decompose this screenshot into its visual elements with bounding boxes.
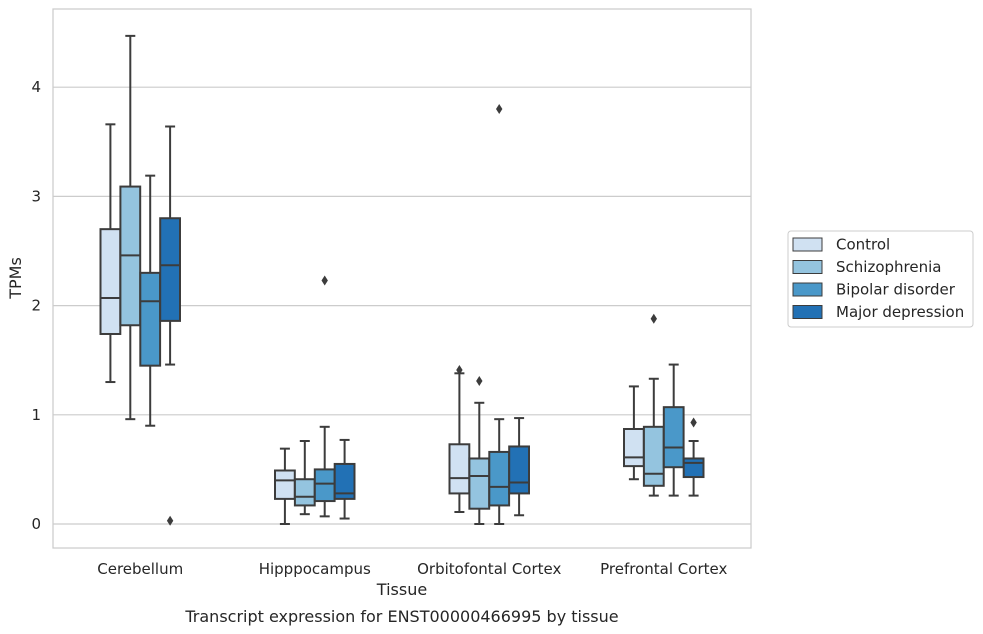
plot-frame xyxy=(52,8,752,549)
box xyxy=(642,425,665,487)
x-tick-label: Prefrontal Cortex xyxy=(600,560,727,578)
box xyxy=(313,468,336,503)
box-group xyxy=(642,313,665,497)
box xyxy=(139,271,162,367)
x-axis-label: Tissue xyxy=(376,580,427,599)
legend-label: Control xyxy=(836,236,890,254)
box xyxy=(448,443,471,495)
box xyxy=(508,445,531,495)
y-tick-label: 0 xyxy=(31,515,41,533)
box-group xyxy=(333,438,356,520)
box xyxy=(488,450,511,507)
box xyxy=(333,462,356,500)
box-group xyxy=(274,447,296,525)
y-tick-label: 3 xyxy=(31,187,41,205)
axes: 0 1 2 3 4 Cerebellum Hipppocampus Orbitofontal … xyxy=(31,78,727,578)
box xyxy=(682,457,705,479)
x-tick-label: Hipppocampus xyxy=(259,560,371,578)
box-group xyxy=(682,417,705,497)
legend-label: Bipolar disorder xyxy=(836,281,956,299)
outlier-point xyxy=(476,375,483,386)
box-group xyxy=(293,440,316,516)
box-group xyxy=(468,375,491,525)
box-group xyxy=(448,365,471,513)
outlier-point xyxy=(690,417,697,428)
legend-swatch xyxy=(792,260,823,274)
y-tick-label: 1 xyxy=(31,406,41,424)
legend-frame xyxy=(787,230,974,328)
legend: Control Schizophrenia Bipolar disorder Majo… xyxy=(787,230,974,328)
box xyxy=(293,478,316,507)
x-tick-label: Cerebellum xyxy=(97,560,183,578)
box-group xyxy=(623,385,645,481)
legend-swatch xyxy=(792,282,823,297)
legend-swatch xyxy=(792,237,823,252)
outlier-point xyxy=(456,365,463,376)
box xyxy=(99,228,122,335)
box-group xyxy=(99,123,122,384)
box xyxy=(159,217,181,322)
box xyxy=(468,457,491,510)
outlier-point xyxy=(321,275,328,286)
box-group xyxy=(139,174,162,427)
outlier-point xyxy=(496,104,503,115)
box-group xyxy=(159,125,181,526)
box-group xyxy=(488,104,511,525)
outlier-point xyxy=(166,515,174,526)
box-group xyxy=(662,363,685,497)
box-group xyxy=(508,417,531,517)
box xyxy=(623,427,645,468)
y-tick-label: 2 xyxy=(31,297,41,315)
y-axis-label: TPMs xyxy=(6,257,25,300)
box-group xyxy=(313,275,336,518)
box xyxy=(662,406,685,469)
outlier-point xyxy=(650,313,657,324)
legend-label: Major depression xyxy=(836,303,964,321)
legend-swatch xyxy=(792,305,823,319)
x-tick-label: Orbitofontal Cortex xyxy=(417,560,561,578)
y-tick-label: 4 xyxy=(31,78,41,96)
chart-caption: Transcript expression for ENST0000046699… xyxy=(184,607,618,626)
plot-area xyxy=(99,34,705,526)
legend-label: Schizophrenia xyxy=(836,258,941,276)
box xyxy=(274,469,296,500)
box-group xyxy=(119,34,142,421)
